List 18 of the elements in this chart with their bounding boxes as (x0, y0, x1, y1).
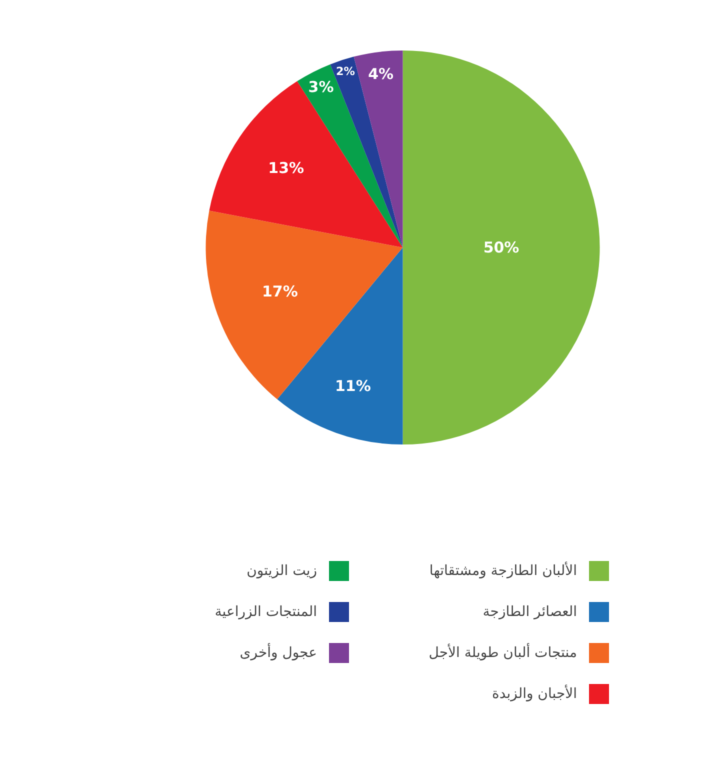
data-label: 3% (308, 78, 334, 96)
data-label: 50% (483, 238, 520, 256)
pie-slice (209, 81, 403, 248)
legend-label: المنتجات الزراعية (214, 604, 317, 620)
legend-label: زيت الزيتون (246, 562, 317, 578)
legend-label: منتجات ألبان طويلة الأجل (428, 644, 577, 660)
pie-slice (354, 50, 403, 248)
pie-slice (402, 50, 600, 445)
legend-label: عجول وأخرى (240, 644, 317, 660)
legend-label: الألبان الطازجة ومشتقاتها (429, 562, 577, 578)
legend-label: الأجبان والزبدة (492, 686, 577, 702)
data-label: 13% (268, 159, 304, 178)
data-label: 17% (262, 282, 298, 301)
pie-slice (206, 210, 403, 400)
data-label: 4% (368, 64, 394, 83)
data-label: 11% (334, 376, 371, 395)
data-label: 2% (336, 64, 355, 78)
legend-label: العصائر الطازجة (482, 604, 577, 620)
